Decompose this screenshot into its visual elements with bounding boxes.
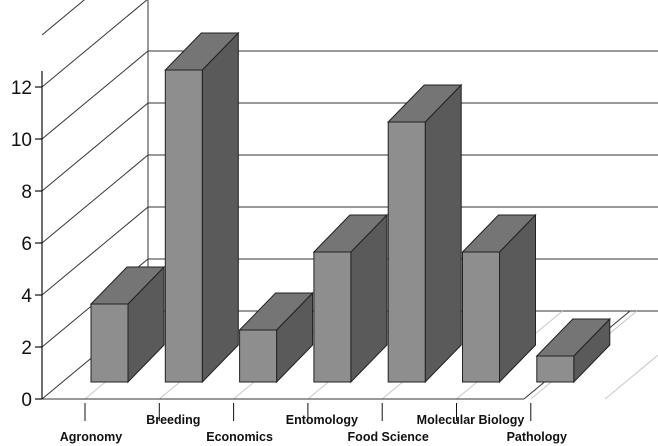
bar bbox=[313, 251, 352, 383]
bar-side bbox=[201, 31, 239, 384]
bar bbox=[164, 69, 203, 383]
gridline-diagonal bbox=[41, 206, 149, 296]
x-tick-label: Pathology bbox=[507, 430, 567, 444]
y-tick-label: 4 bbox=[21, 286, 32, 307]
x-tick-label: Entomology bbox=[286, 413, 358, 427]
bar bbox=[536, 355, 575, 383]
bars bbox=[89, 31, 611, 384]
x-tick-label: Food Science bbox=[348, 430, 429, 444]
bar bbox=[90, 303, 129, 383]
y-tick-label: 8 bbox=[21, 182, 32, 203]
gridline-diagonal bbox=[41, 0, 148, 88]
x-axis-labels: Agronomy Breeding Economics Entomology Food … bbox=[60, 403, 567, 444]
y-tick-label: 2 bbox=[21, 338, 32, 359]
y-tick-label: 10 bbox=[11, 130, 32, 151]
x-tick-label: Agronomy bbox=[60, 430, 123, 444]
bar bbox=[462, 251, 500, 383]
gridline-diagonal bbox=[41, 154, 149, 244]
y-tick-label: 0 bbox=[21, 390, 32, 411]
floor-separator bbox=[604, 354, 658, 400]
y-tick-label: 12 bbox=[11, 78, 32, 99]
gridline-diagonal bbox=[41, 102, 149, 192]
bar-side bbox=[424, 83, 462, 384]
bar bbox=[239, 329, 278, 383]
y-axis-ticks: 0 2 4 6 8 10 12 bbox=[11, 78, 42, 411]
x-tick-label: Economics bbox=[206, 430, 273, 444]
gridline-diagonal bbox=[41, 0, 85, 36]
x-tick-label: Molecular Biology bbox=[417, 413, 525, 427]
x-tick-label: Breeding bbox=[146, 413, 200, 427]
y-tick-label: 6 bbox=[21, 234, 32, 255]
bar bbox=[387, 121, 426, 383]
gridline-diagonal bbox=[41, 50, 149, 140]
